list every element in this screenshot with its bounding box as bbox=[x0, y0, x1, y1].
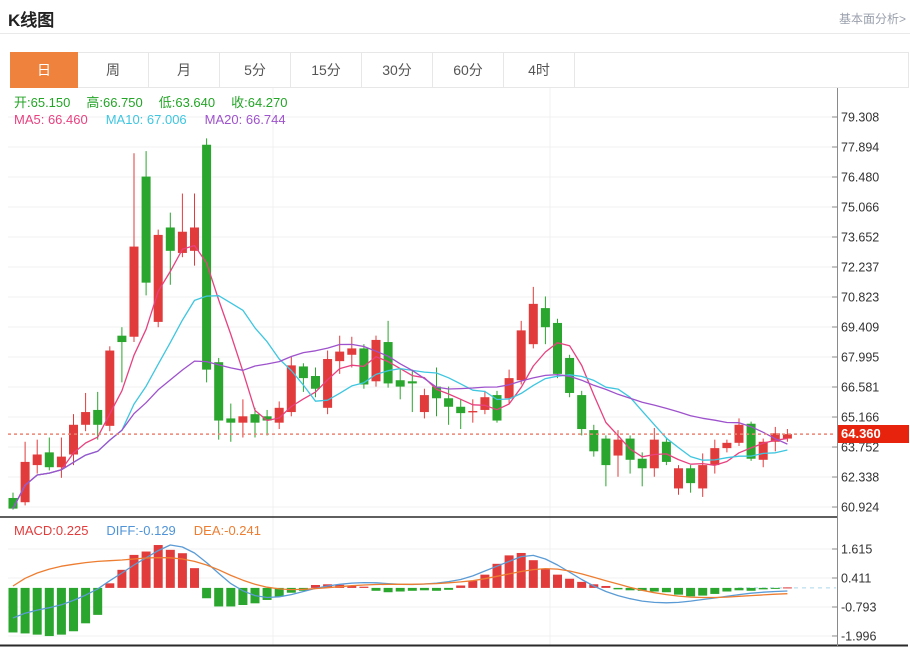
page-title: K线图 bbox=[8, 11, 55, 30]
low-value: 低:63.640 bbox=[158, 95, 216, 110]
tab-day[interactable]: 日 bbox=[10, 52, 78, 88]
svg-text:60.924: 60.924 bbox=[841, 501, 879, 515]
svg-text:69.409: 69.409 bbox=[841, 321, 879, 335]
svg-text:75.066: 75.066 bbox=[841, 200, 879, 214]
ma5-value: MA5: 66.460 bbox=[14, 112, 88, 127]
svg-text:77.894: 77.894 bbox=[841, 140, 879, 154]
tab-5min[interactable]: 5分 bbox=[220, 53, 291, 87]
diff-value: DIFF:-0.129 bbox=[106, 523, 176, 538]
svg-text:65.166: 65.166 bbox=[841, 411, 879, 425]
tab-week[interactable]: 周 bbox=[78, 53, 149, 87]
macd-value: MACD:0.225 bbox=[14, 523, 89, 538]
ma20-value: MA20: 66.744 bbox=[204, 112, 286, 127]
tab-month[interactable]: 月 bbox=[149, 53, 220, 87]
interval-tabbar: 日 周 月 5分 15分 30分 60分 4时 bbox=[10, 52, 909, 88]
macd-readout: MACD:0.225 DIFF:-0.129 DEA:-0.241 bbox=[14, 523, 279, 538]
svg-text:63.752: 63.752 bbox=[841, 441, 879, 455]
ma10-value: MA10: 67.006 bbox=[105, 112, 187, 127]
svg-text:79.308: 79.308 bbox=[841, 111, 879, 125]
tab-60min[interactable]: 60分 bbox=[433, 53, 504, 87]
svg-text:70.823: 70.823 bbox=[841, 291, 879, 305]
tab-30min[interactable]: 30分 bbox=[362, 53, 433, 87]
high-value: 高:66.750 bbox=[86, 95, 143, 110]
svg-text:62.338: 62.338 bbox=[841, 471, 879, 485]
header-divider bbox=[0, 33, 910, 34]
svg-text:66.581: 66.581 bbox=[841, 381, 879, 395]
tab-4hour[interactable]: 4时 bbox=[504, 53, 575, 87]
ma-readout: MA5: 66.460 MA10: 67.006 MA20: 66.744 bbox=[14, 112, 304, 127]
open-value: 开:65.150 bbox=[14, 95, 71, 110]
svg-text:0.411: 0.411 bbox=[841, 572, 871, 586]
svg-text:76.480: 76.480 bbox=[841, 170, 879, 184]
svg-text:-0.793: -0.793 bbox=[841, 601, 876, 615]
dea-value: DEA:-0.241 bbox=[193, 523, 261, 538]
svg-text:67.995: 67.995 bbox=[841, 351, 879, 365]
svg-text:-1.996: -1.996 bbox=[841, 629, 876, 643]
tab-15min[interactable]: 15分 bbox=[291, 53, 362, 87]
svg-text:1.615: 1.615 bbox=[841, 543, 872, 557]
svg-text:72.237: 72.237 bbox=[841, 261, 879, 275]
current-price-badge: 64.360 bbox=[838, 425, 909, 443]
close-value: 收:64.270 bbox=[231, 95, 288, 110]
ohlc-readout: 开:65.150 高:66.750 低:63.640 收:64.270 bbox=[14, 92, 304, 111]
fundamental-analysis-link[interactable]: 基本面分析> bbox=[838, 12, 906, 26]
svg-text:73.652: 73.652 bbox=[841, 230, 879, 244]
